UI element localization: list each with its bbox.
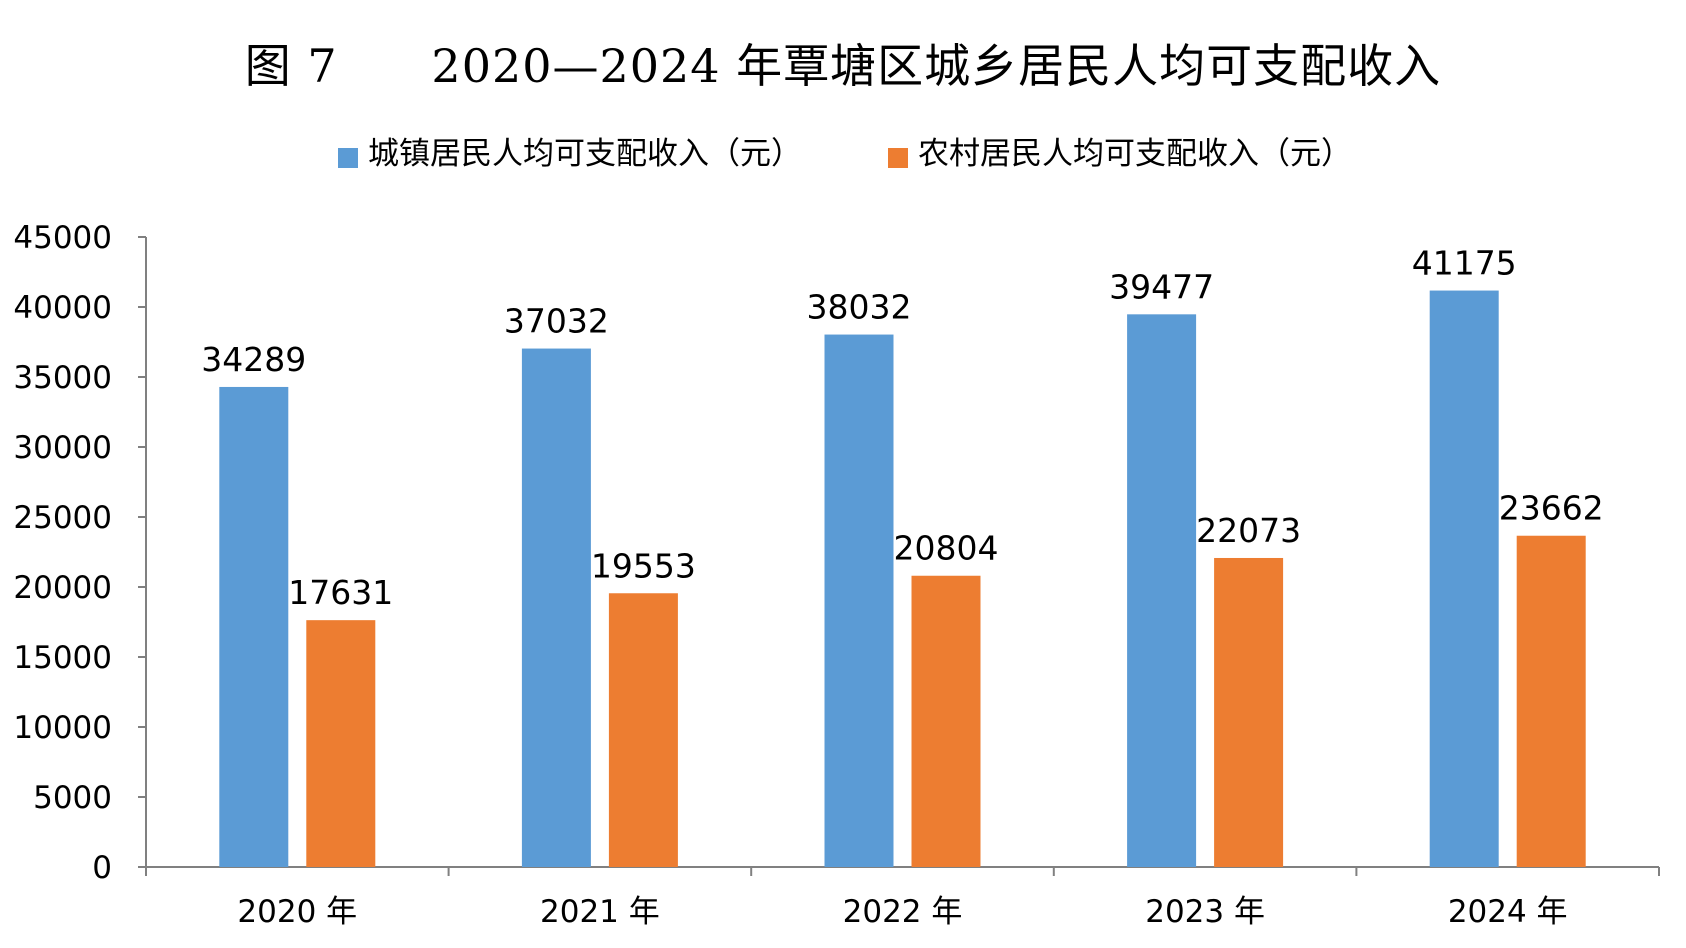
data-label: 34289 [201, 340, 306, 379]
data-label: 39477 [1109, 267, 1214, 306]
x-category-label: 2021 年 [540, 894, 660, 930]
y-tick-label: 0 [92, 850, 112, 886]
legend-label-1: 城镇居民人均可支配收入（元） [368, 136, 802, 172]
data-label: 38032 [807, 288, 912, 327]
x-category-label: 2023 年 [1145, 894, 1265, 930]
y-tick-label: 20000 [13, 570, 112, 606]
bar-rural [1214, 557, 1284, 867]
chart-title: 图 7 2020—2024 年覃塘区城乡居民人均可支配收入 [0, 30, 1686, 96]
y-tick-label: 15000 [13, 640, 112, 676]
x-category-label: 2024 年 [1448, 894, 1568, 930]
y-tick-label: 25000 [13, 500, 112, 536]
y-axis: 0 5000 10000 15000 20000 25000 30000 35000 40000… [13, 220, 147, 886]
x-category-label: 2020 年 [237, 894, 357, 930]
legend-swatch-1 [338, 148, 358, 168]
x-category-label: 2022 年 [843, 894, 963, 930]
y-tick-label: 5000 [33, 780, 112, 816]
y-tick-label: 45000 [13, 220, 112, 256]
legend: 城镇居民人均可支配收入（元） 农村居民人均可支配收入（元） [338, 136, 1352, 172]
bar-urban [521, 348, 591, 867]
data-label: 17631 [288, 573, 393, 612]
bar-urban [1127, 314, 1197, 867]
data-label: 41175 [1412, 244, 1517, 283]
figure-title: 2020—2024 年覃塘区城乡居民人均可支配收入 [431, 39, 1442, 93]
x-axis: 2020 年 2021 年 2022 年 2023 年 2024 年 [145, 866, 1660, 930]
bar-urban [219, 386, 289, 867]
bar-rural [608, 593, 678, 867]
legend-label-2: 农村居民人均可支配收入（元） [918, 136, 1352, 172]
bar-urban [824, 334, 894, 867]
data-labels: 34289 17631 37032 19553 38032 20804 39477 22073… [201, 244, 1603, 613]
y-tick-label: 40000 [13, 290, 112, 326]
bar-rural [306, 620, 376, 867]
data-label: 22073 [1196, 511, 1301, 550]
data-label: 20804 [894, 529, 999, 568]
y-tick-label: 30000 [13, 430, 112, 466]
figure-number: 图 7 [244, 39, 338, 93]
y-tick-label: 35000 [13, 360, 112, 396]
bar-rural [911, 575, 981, 867]
data-label: 19553 [591, 546, 696, 585]
bars [219, 290, 1586, 867]
y-tick-label: 10000 [13, 710, 112, 746]
data-label: 23662 [1499, 489, 1604, 528]
bar-urban [1429, 290, 1499, 867]
legend-swatch-2 [888, 148, 908, 168]
bar-rural [1516, 535, 1586, 867]
data-label: 37032 [504, 302, 609, 341]
